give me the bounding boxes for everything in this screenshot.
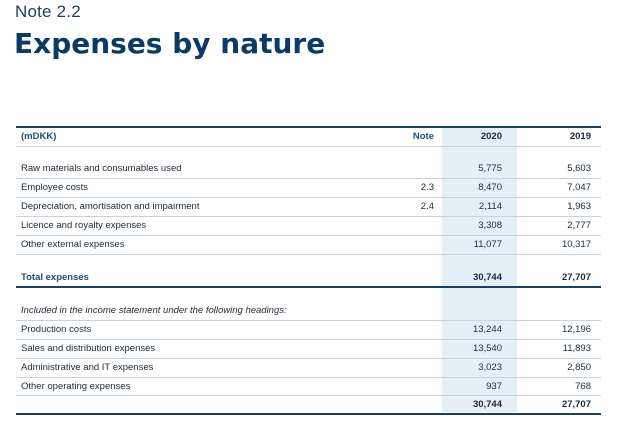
row-note: 2.4 — [420, 201, 434, 212]
row-value-2019: 2,777 — [567, 220, 591, 231]
header-note: Note — [412, 131, 434, 142]
row-divider — [16, 254, 601, 255]
row-divider — [16, 377, 601, 378]
row-label: Sales and distribution expenses — [21, 343, 156, 354]
row-value-2019: 10,317 — [561, 239, 591, 250]
row-label: Other external expenses — [21, 239, 125, 250]
table-row: Production costs 13,244 12,196 — [0, 321, 621, 339]
total-value-2020: 30,744 — [472, 272, 502, 283]
current-year-highlight — [442, 128, 517, 412]
row-label: Employee costs — [21, 182, 89, 193]
note-label: Note 2.2 — [15, 2, 81, 21]
row-divider — [16, 320, 601, 321]
row-value-2019: 1,963 — [567, 201, 591, 212]
section-heading: Included in the income statement under t… — [21, 305, 287, 316]
table-bottom-rule — [16, 413, 601, 415]
row-label: Other operating expenses — [21, 381, 131, 392]
row-label: Depreciation, amortisation and impairmen… — [21, 201, 200, 212]
row-divider — [16, 339, 601, 340]
row-value-2020: 2,114 — [478, 201, 502, 212]
header-2020: 2020 — [480, 131, 502, 142]
row-label: Administrative and IT expenses — [21, 362, 154, 373]
table-row: Licence and royalty expenses 3,308 2,777 — [0, 217, 621, 235]
table-top-rule — [16, 126, 601, 128]
total-value-2019: 27,707 — [561, 272, 591, 283]
final-total-2019: 27,707 — [561, 399, 591, 410]
row-divider — [16, 197, 601, 198]
row-value-2020: 3,308 — [478, 220, 502, 231]
final-total-2020: 30,744 — [472, 399, 502, 410]
table-row: Administrative and IT expenses 3,023 2,8… — [0, 359, 621, 377]
header-2019: 2019 — [569, 131, 591, 142]
final-total-row: 30,744 27,707 — [0, 396, 621, 414]
section-heading-row: Included in the income statement under t… — [0, 302, 621, 320]
row-divider — [16, 235, 601, 236]
table-row: Depreciation, amortisation and impairmen… — [0, 198, 621, 216]
row-value-2019: 2,850 — [567, 362, 591, 373]
table-row: Other operating expenses 937 768 — [0, 378, 621, 396]
row-value-2019: 768 — [575, 381, 591, 392]
row-note: 2.3 — [420, 182, 434, 193]
subtotal-rule — [16, 395, 601, 396]
table-row: Employee costs 2.3 8,470 7,047 — [0, 179, 621, 197]
row-value-2020: 8,470 — [478, 182, 502, 193]
table-row: Sales and distribution expenses 13,540 1… — [0, 340, 621, 358]
row-value-2019: 11,893 — [562, 343, 591, 354]
row-value-2020: 13,540 — [472, 343, 502, 354]
row-divider — [16, 178, 601, 179]
row-divider — [16, 358, 601, 359]
table-row: Raw materials and consumables used 5,775… — [0, 160, 621, 178]
row-label: Licence and royalty expenses — [21, 220, 147, 231]
row-value-2020: 13,244 — [472, 324, 502, 335]
row-value-2020: 937 — [486, 381, 502, 392]
header-unit: (mDKK) — [21, 131, 57, 142]
total-rule — [16, 286, 601, 288]
row-value-2019: 5,603 — [567, 163, 591, 174]
total-label: Total expenses — [21, 272, 89, 283]
row-value-2020: 3,023 — [478, 362, 502, 373]
row-value-2019: 7,047 — [567, 182, 591, 193]
row-label: Raw materials and consumables used — [21, 163, 182, 174]
row-value-2019: 12,196 — [561, 324, 591, 335]
row-label: Production costs — [21, 324, 92, 335]
total-row: Total expenses 30,744 27,707 — [0, 269, 621, 287]
row-divider — [16, 216, 601, 217]
row-value-2020: 5,775 — [478, 163, 502, 174]
row-value-2020: 11,077 — [473, 239, 502, 250]
table-header-row: (mDKK) Note 2020 2019 — [0, 128, 621, 146]
header-rule — [16, 146, 601, 147]
page-title: Expenses by nature — [14, 27, 326, 60]
table-row: Other external expenses 11,077 10,317 — [0, 236, 621, 254]
